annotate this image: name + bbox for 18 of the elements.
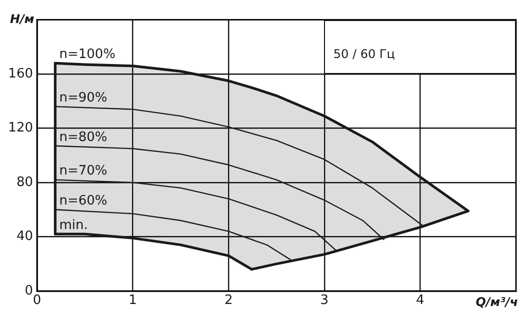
x-axis-title: Q/м³/ч xyxy=(476,295,518,310)
y-tick-label: 0 xyxy=(24,283,33,298)
series-label: n=80% xyxy=(59,130,108,145)
x-tick-label: 3 xyxy=(320,293,329,308)
x-tick-label: 4 xyxy=(416,293,424,308)
y-tick-label: 80 xyxy=(16,174,33,190)
series-label: min. xyxy=(59,218,88,233)
caption-box: 50 / 60 Гц xyxy=(324,20,516,74)
x-tick-label: 2 xyxy=(224,293,233,308)
y-tick-label: 120 xyxy=(8,120,33,136)
series-label: n=90% xyxy=(59,90,108,106)
y-axis-title: H/м xyxy=(10,12,34,26)
y-tick-label: 40 xyxy=(16,229,33,244)
series-label: n=60% xyxy=(59,194,108,209)
series-label: n=100% xyxy=(59,47,116,62)
y-tick-label: 160 xyxy=(8,66,33,82)
x-tick-label: 1 xyxy=(128,293,137,308)
series-label: n=70% xyxy=(59,164,108,179)
